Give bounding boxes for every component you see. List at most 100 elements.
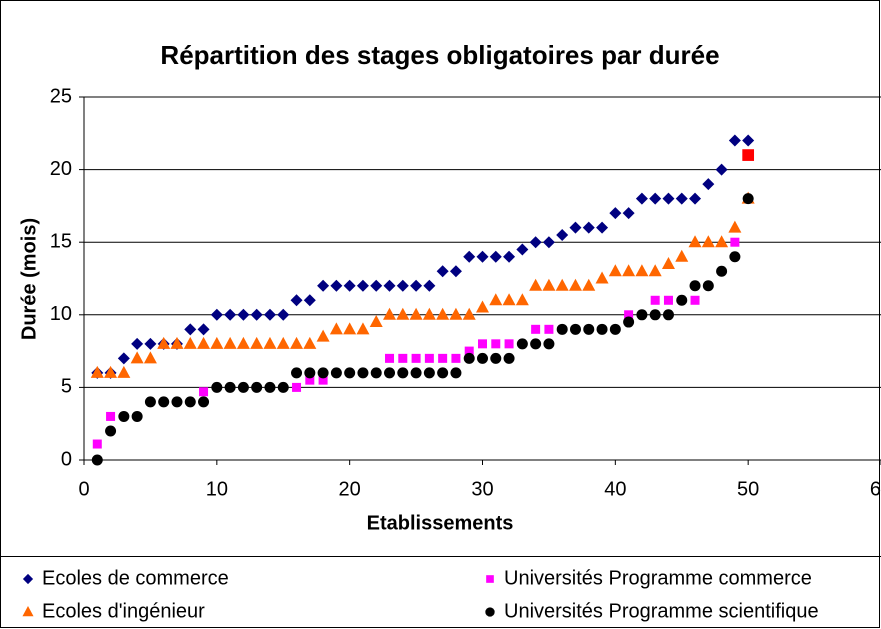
point	[131, 410, 143, 422]
point	[489, 293, 503, 306]
point	[144, 337, 157, 350]
point	[344, 367, 356, 379]
point	[170, 336, 184, 349]
y-axis-label: Durée (mois)	[18, 218, 40, 340]
point	[716, 265, 728, 277]
point	[516, 338, 528, 350]
point	[622, 207, 635, 220]
point	[701, 235, 715, 248]
point	[569, 323, 581, 335]
point	[582, 221, 595, 234]
point	[329, 322, 343, 335]
point	[436, 307, 450, 320]
point	[728, 134, 741, 147]
point	[144, 396, 156, 408]
point	[277, 381, 289, 393]
point	[290, 294, 303, 307]
point	[317, 367, 329, 379]
point	[356, 322, 370, 335]
point	[343, 322, 357, 335]
point	[491, 339, 501, 349]
point	[184, 396, 196, 408]
legend-marker	[22, 573, 34, 585]
point	[236, 336, 250, 349]
point	[542, 236, 555, 249]
point	[437, 367, 449, 379]
point	[292, 382, 302, 392]
legend-marker	[22, 606, 34, 617]
point	[385, 353, 395, 363]
legend-label: Ecoles d'ingénieur	[42, 600, 205, 622]
point	[290, 336, 304, 349]
point	[688, 235, 702, 248]
point	[410, 279, 423, 292]
point	[729, 251, 741, 263]
point	[316, 329, 330, 342]
legend-label: Ecoles de commerce	[42, 567, 229, 589]
legend-marker	[486, 575, 494, 583]
point	[384, 367, 396, 379]
point	[555, 278, 569, 291]
point	[675, 249, 689, 262]
legend-label: Universités Programme commerce	[504, 567, 812, 589]
point	[409, 307, 423, 320]
point	[542, 278, 556, 291]
point	[383, 307, 397, 320]
point	[303, 336, 317, 349]
point	[544, 324, 554, 334]
point	[318, 375, 328, 385]
point	[622, 264, 636, 277]
point	[410, 367, 422, 379]
x-tick-label: 10	[206, 478, 228, 500]
point	[728, 220, 742, 233]
point	[92, 439, 102, 449]
point	[582, 278, 596, 291]
point	[304, 367, 316, 379]
point	[197, 336, 211, 349]
point	[478, 339, 487, 349]
point	[118, 410, 130, 422]
point	[689, 280, 701, 292]
point	[223, 336, 237, 349]
point	[398, 353, 408, 363]
point	[504, 339, 514, 349]
x-tick-label: 40	[604, 478, 626, 500]
point	[690, 295, 700, 305]
point	[251, 381, 263, 393]
point	[424, 353, 434, 363]
point	[423, 279, 436, 292]
point	[636, 309, 648, 321]
point	[502, 293, 516, 306]
point	[689, 192, 702, 205]
y-tick-label: 20	[50, 158, 72, 180]
point	[330, 279, 343, 292]
y-tick-label: 0	[61, 448, 72, 470]
point	[158, 396, 170, 408]
point	[343, 279, 356, 292]
point	[438, 353, 448, 363]
point	[449, 307, 463, 320]
point	[370, 367, 382, 379]
point	[317, 279, 330, 292]
point	[568, 278, 582, 291]
point	[303, 294, 316, 307]
point	[503, 352, 515, 364]
point	[569, 221, 582, 234]
point	[595, 271, 609, 284]
point	[397, 367, 409, 379]
x-tick-label: 50	[737, 478, 759, 500]
x-tick-label: 30	[471, 478, 493, 500]
point	[197, 323, 210, 336]
point	[530, 338, 542, 350]
point	[503, 250, 516, 263]
point	[198, 396, 210, 408]
point	[489, 250, 502, 263]
point	[357, 367, 369, 379]
point	[224, 381, 236, 393]
point	[211, 381, 223, 393]
point	[369, 315, 383, 328]
point	[649, 192, 662, 205]
x-axis-label: Etablissements	[367, 512, 514, 534]
point	[529, 278, 543, 291]
point	[224, 308, 237, 321]
